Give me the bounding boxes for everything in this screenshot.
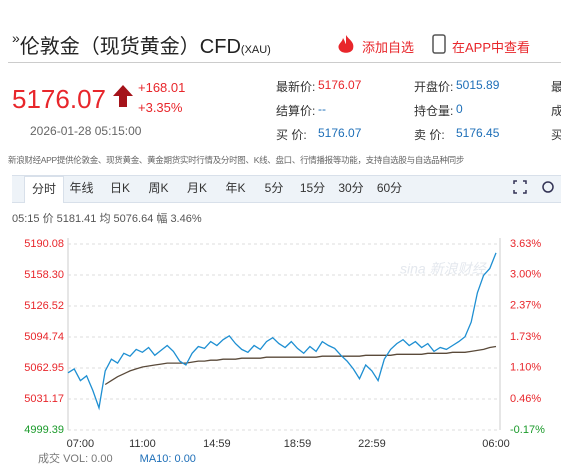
info-price: 5181.41: [56, 213, 97, 225]
quote-label: 卖 价:: [414, 128, 445, 142]
info-time: 05:15: [12, 213, 40, 225]
tab[interactable]: 30分: [338, 181, 364, 195]
y2-tick-label: 1.10%: [510, 362, 541, 374]
tab[interactable]: 年线: [69, 181, 94, 195]
x-tick-label: 22:59: [358, 438, 386, 450]
x-tick-label: 11:00: [129, 438, 156, 450]
y-tick-label: 5158.30: [24, 269, 64, 281]
info-line: 05:15 价 5181.41 均 5076.64 幅 3.46%: [12, 210, 202, 226]
y-tick-label: 5031.17: [24, 393, 64, 405]
y2-tick-label: -0.17%: [510, 424, 545, 436]
info-price-label: 价: [42, 213, 54, 225]
change: +168.01: [138, 80, 186, 95]
info-avg: 5076.64: [113, 213, 154, 225]
up-arrow: [113, 85, 133, 107]
series-line: [67, 252, 497, 411]
watermark: sina 新浪财经: [400, 261, 488, 277]
price: 5176.07: [12, 84, 106, 114]
tab[interactable]: 分时: [24, 176, 64, 203]
series-line: [104, 345, 497, 386]
prefix: »: [12, 30, 20, 46]
quote-value: --: [318, 102, 326, 116]
quote-label: 开盘价:: [414, 80, 454, 94]
quote-label: 结算价:: [276, 104, 316, 118]
tab[interactable]: 60分: [376, 181, 403, 195]
y-tick-label: 5126.52: [24, 300, 64, 312]
notice: 新浪财经APP提供伦敦金、现货黄金、黄金期货实时行情及分时图、K线、盘口、行情播…: [8, 155, 465, 165]
y-tick-label: 5094.74: [24, 331, 64, 343]
tab[interactable]: 5分: [264, 181, 284, 195]
ma10: MA10: 0.00: [139, 453, 196, 465]
x-tick-label: 18:59: [284, 438, 312, 450]
divider: [8, 62, 561, 63]
fire-icon: [338, 35, 354, 53]
quote-label: 买 价:: [276, 128, 307, 142]
vol: VOL: 0.00: [63, 453, 113, 465]
tab[interactable]: 15分: [299, 181, 326, 195]
quote-time: 2026-01-28 05:15:00: [30, 124, 142, 138]
quote-value: 5176.07: [318, 78, 362, 92]
volume-line: 成交 VOL: 0.00 MA10: 0.00: [38, 450, 196, 466]
quote-value: 5015.89: [456, 78, 500, 92]
x-tick-label: 07:00: [67, 438, 95, 450]
open-app[interactable]: 在APP中查看: [452, 40, 531, 55]
y-tick-label: 5190.08: [24, 238, 64, 250]
tab[interactable]: 月K: [186, 181, 207, 195]
add-watch[interactable]: 添加自选: [362, 40, 415, 55]
change-pct: +3.35%: [138, 100, 183, 115]
y2-tick-label: 3.00%: [510, 269, 541, 281]
title: 伦敦金（现货黄金）CFD: [19, 36, 241, 58]
quote-label: 最: [551, 80, 561, 94]
quote-label: 最新价:: [276, 80, 316, 94]
tab-bar: [12, 175, 561, 203]
title-line: »伦敦金（现货黄金）CFD(XAU): [12, 30, 271, 59]
y2-tick-label: 3.63%: [510, 238, 541, 250]
y2-tick-label: 0.46%: [510, 393, 541, 405]
x-tick-label: 06:00: [482, 438, 510, 450]
y-tick-label: 4999.39: [24, 424, 64, 436]
tab[interactable]: 周K: [148, 181, 169, 195]
quote-label: 成: [551, 104, 561, 118]
x-tick-label: 14:59: [203, 438, 231, 450]
quote-label: 持仓量:: [414, 104, 454, 118]
y-tick-label: 5062.95: [24, 362, 64, 374]
tab[interactable]: 年K: [225, 181, 246, 195]
info-avg-label: 均: [99, 213, 111, 225]
y2-tick-label: 1.73%: [510, 331, 541, 343]
tool-icons: [513, 180, 554, 194]
info-amp-label: 幅: [156, 213, 168, 225]
tab[interactable]: 日K: [109, 181, 130, 195]
quote-value: 0: [456, 102, 463, 116]
phone-icon: [432, 34, 446, 54]
quote-value: 5176.07: [318, 126, 362, 140]
y2-tick-label: 2.37%: [510, 300, 541, 312]
quote-value: 5176.45: [456, 126, 500, 140]
code: (XAU): [240, 44, 271, 56]
quote-label: 买: [551, 128, 561, 142]
vol-label: 成交: [38, 453, 60, 465]
info-amp: 3.46%: [170, 213, 202, 225]
